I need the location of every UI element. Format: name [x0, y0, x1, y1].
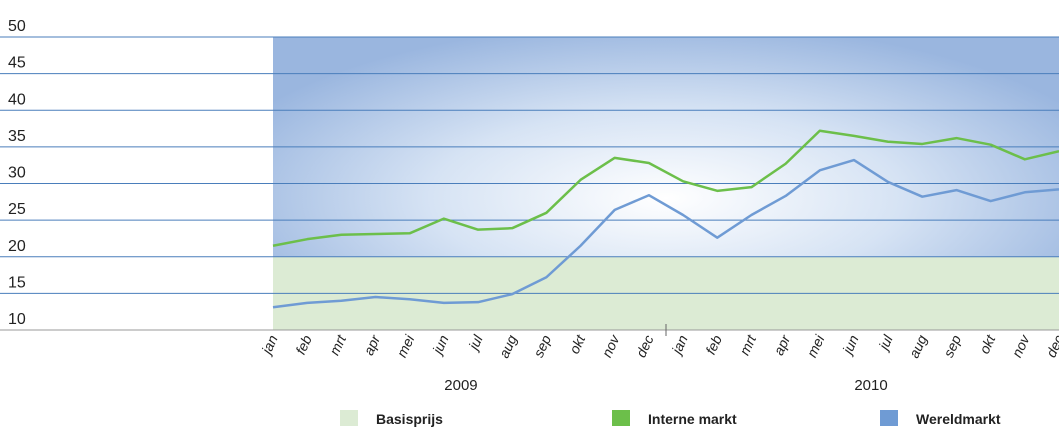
y-tick-label: 45 — [8, 55, 26, 72]
line — [272, 129, 1059, 247]
x-tick-label: nov — [1009, 332, 1033, 360]
y-tick-label: 35 — [8, 128, 26, 145]
legend-swatch — [612, 410, 630, 426]
legend-label: Wereldmarkt — [916, 411, 1001, 427]
x-tick-label: apr — [770, 331, 794, 357]
legend-swatch — [340, 410, 358, 426]
x-tick-label: mrt — [736, 332, 760, 358]
y-tick-label: 40 — [8, 91, 26, 108]
x-tick-label: sep — [530, 332, 554, 359]
line — [272, 158, 1059, 309]
y-tick-label: 30 — [8, 165, 26, 182]
legend-label: Interne markt — [648, 411, 737, 427]
x-tick-label: sep — [940, 332, 964, 359]
x-tick-label: okt — [976, 332, 999, 357]
group-label: 2010 — [854, 377, 887, 394]
x-tick-label: mei — [393, 332, 417, 360]
x-tick-label: nov — [598, 332, 622, 360]
x-tick-label: mrt — [326, 332, 350, 358]
x-tick-label: jun — [838, 332, 861, 358]
x-tick-label: jul — [875, 332, 897, 354]
legend-swatch — [880, 410, 898, 426]
x-tick-label: jan — [257, 332, 280, 358]
x-tick-label: apr — [360, 331, 384, 357]
x-tick-label: jul — [464, 332, 486, 354]
group-label: 2009 — [444, 377, 477, 394]
x-tick-label: okt — [566, 332, 589, 357]
y-tick-label: 50 — [8, 18, 26, 35]
x-tick-label: mei — [803, 332, 827, 360]
x-tick-label: jun — [428, 332, 451, 358]
x-tick-label: feb — [702, 332, 725, 357]
x-tick-label: aug — [496, 332, 520, 360]
y-tick-label: 10 — [8, 311, 26, 328]
y-tick-label: 25 — [8, 201, 26, 218]
y-tick-label: 15 — [8, 274, 26, 291]
x-tick-label: dec — [1043, 333, 1059, 360]
x-tick-label: jan — [668, 332, 691, 358]
x-tick-label: feb — [292, 332, 315, 357]
legend-label: Basisprijs — [376, 411, 443, 427]
x-tick-label: dec — [633, 333, 657, 360]
x-tick-label: aug — [906, 332, 930, 360]
y-tick-label: 20 — [8, 238, 26, 255]
